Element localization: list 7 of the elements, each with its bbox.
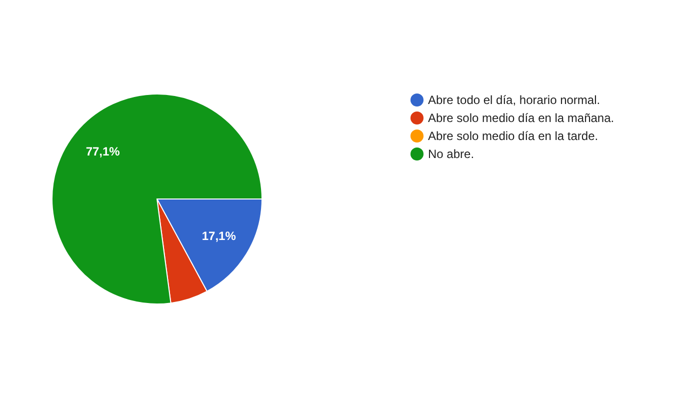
legend-label: Abre todo el día, horario normal.	[428, 93, 600, 107]
data-label: 17,1%	[202, 228, 236, 243]
pie-slice	[52, 94, 262, 304]
data-label: 77,1%	[86, 144, 120, 159]
legend-label: Abre solo medio día en la tarde.	[428, 129, 598, 143]
legend-label: No abre.	[428, 147, 474, 161]
legend-label: Abre solo medio día en la mañana.	[428, 111, 614, 125]
